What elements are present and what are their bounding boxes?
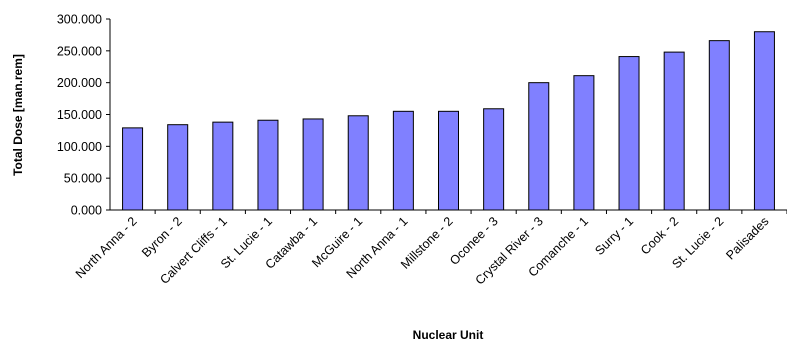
y-axis-title: Total Dose [man.rem]: [11, 54, 25, 176]
y-tick-label: 50.000: [64, 172, 102, 186]
x-tick-label: Palisades: [723, 214, 771, 262]
bars: [122, 31, 775, 211]
bar: [257, 119, 279, 211]
bar: [618, 56, 640, 211]
bar: [753, 31, 775, 211]
bar: [347, 115, 369, 211]
bar: [438, 110, 459, 211]
y-tick-label: 150.000: [57, 108, 102, 122]
bar: [528, 82, 550, 211]
bar: [573, 75, 595, 211]
x-tick-label: Byron - 2: [139, 214, 185, 260]
y-tick-label: 100.000: [57, 140, 102, 154]
y-tick-label: 200.000: [57, 76, 102, 90]
y-axis: 0.000 50.000 100.000 150.000 200.000 250.000 3…: [57, 13, 110, 218]
y-tick-label: 300.000: [57, 13, 102, 27]
bar: [663, 51, 685, 211]
y-tick-label: 250.000: [57, 44, 102, 58]
bar: [212, 121, 234, 211]
bar: [122, 127, 144, 211]
bar: [708, 40, 730, 211]
bar: [483, 108, 505, 211]
x-tick-label: Cook - 2: [638, 214, 681, 257]
bar: [167, 124, 189, 211]
bar: [392, 110, 414, 211]
x-tick-label: North Anna - 2: [73, 214, 140, 281]
x-tick-label: Surry - 1: [592, 214, 636, 258]
x-axis-title: Nuclear Unit: [413, 328, 484, 342]
y-tick-label: 0.000: [71, 204, 102, 218]
bar: [302, 118, 324, 211]
